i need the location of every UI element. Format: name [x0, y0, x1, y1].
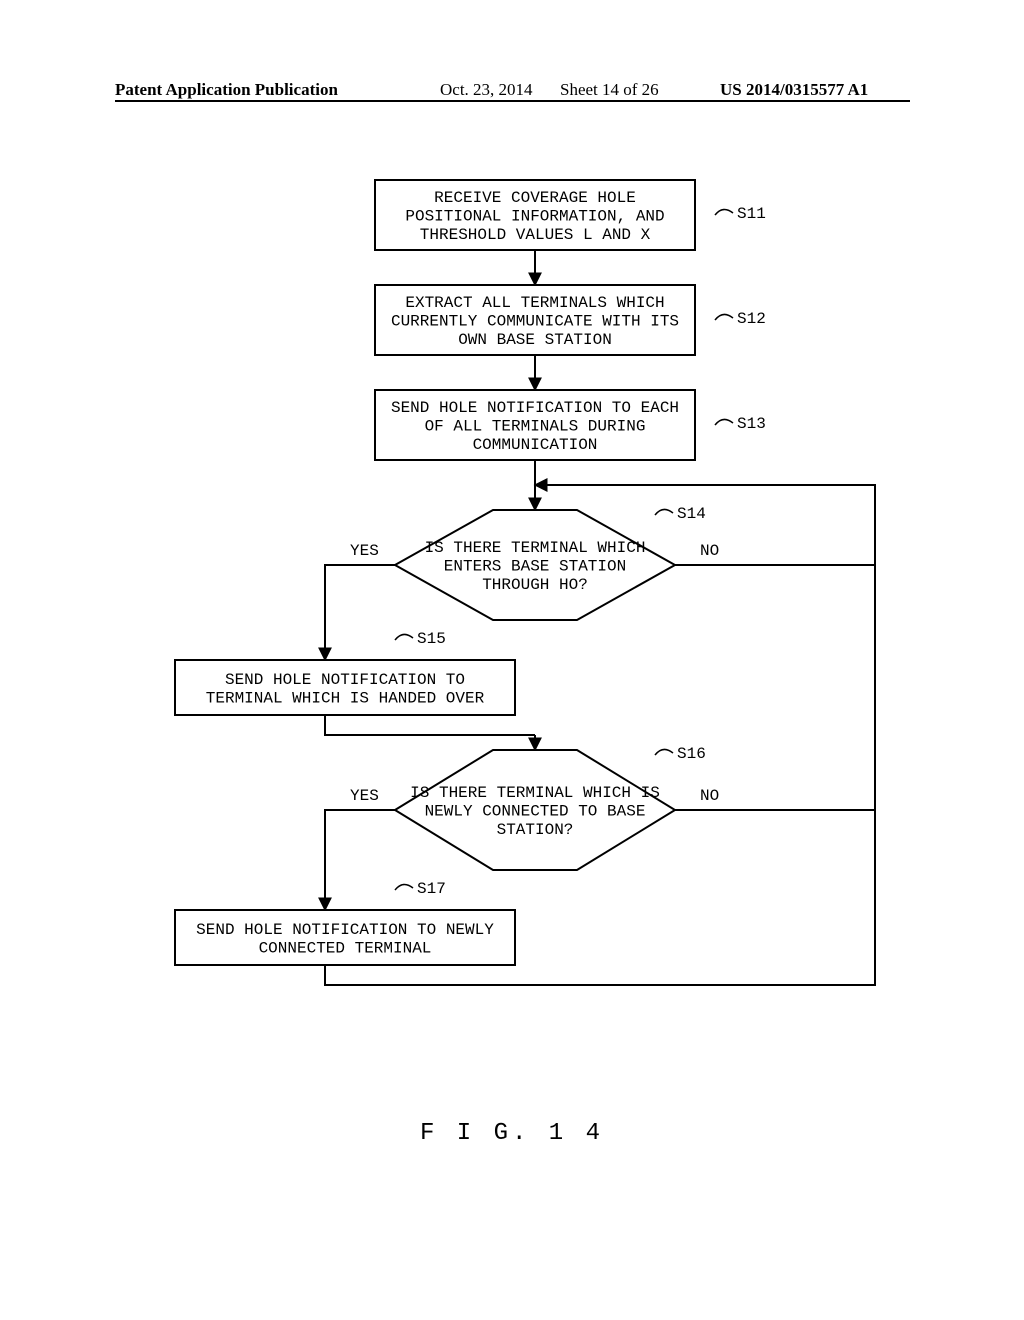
svg-text:NEWLY CONNECTED TO BASE: NEWLY CONNECTED TO BASE — [425, 803, 646, 821]
svg-text:YES: YES — [350, 542, 379, 560]
svg-text:CONNECTED TERMINAL: CONNECTED TERMINAL — [259, 939, 432, 957]
svg-text:NO: NO — [700, 542, 719, 560]
svg-text:POSITIONAL INFORMATION, AND: POSITIONAL INFORMATION, AND — [405, 208, 664, 226]
svg-text:S13: S13 — [737, 415, 766, 433]
svg-text:OF ALL TERMINALS DURING: OF ALL TERMINALS DURING — [425, 418, 646, 436]
svg-text:NO: NO — [700, 787, 719, 805]
header-date: Oct. 23, 2014 — [440, 80, 533, 100]
svg-text:THRESHOLD VALUES L AND X: THRESHOLD VALUES L AND X — [420, 226, 651, 244]
svg-text:SEND HOLE NOTIFICATION TO NEWL: SEND HOLE NOTIFICATION TO NEWLY — [196, 921, 494, 939]
svg-text:S14: S14 — [677, 505, 706, 523]
svg-text:IS THERE TERMINAL WHICH IS: IS THERE TERMINAL WHICH IS — [410, 784, 660, 802]
svg-text:S12: S12 — [737, 310, 766, 328]
svg-text:ENTERS BASE STATION: ENTERS BASE STATION — [444, 558, 626, 576]
svg-text:TERMINAL WHICH IS HANDED OVER: TERMINAL WHICH IS HANDED OVER — [206, 689, 485, 707]
figure-caption: F I G. 1 4 — [0, 1120, 1024, 1147]
svg-text:S11: S11 — [737, 205, 766, 223]
svg-text:COMMUNICATION: COMMUNICATION — [473, 436, 598, 454]
svg-text:SEND HOLE NOTIFICATION TO: SEND HOLE NOTIFICATION TO — [225, 671, 465, 689]
flowchart: YES NO YES NO RECEIVE COVERAGE HOLEPOSITIONA… — [115, 170, 910, 1120]
svg-text:EXTRACT ALL TERMINALS WHICH: EXTRACT ALL TERMINALS WHICH — [405, 294, 664, 312]
header-pubno: US 2014/0315577 A1 — [720, 80, 868, 100]
header-sheet: Sheet 14 of 26 — [560, 80, 659, 100]
svg-text:STATION?: STATION? — [497, 821, 574, 839]
svg-text:RECEIVE COVERAGE HOLE: RECEIVE COVERAGE HOLE — [434, 189, 636, 207]
svg-text:S17: S17 — [417, 880, 446, 898]
svg-text:YES: YES — [350, 787, 379, 805]
svg-text:IS THERE TERMINAL WHICH: IS THERE TERMINAL WHICH — [425, 539, 646, 557]
svg-text:OWN BASE STATION: OWN BASE STATION — [458, 331, 612, 349]
svg-text:CURRENTLY COMMUNICATE WITH ITS: CURRENTLY COMMUNICATE WITH ITS — [391, 313, 679, 331]
header-rule — [115, 100, 910, 102]
header-left: Patent Application Publication — [115, 80, 338, 100]
svg-text:S15: S15 — [417, 630, 446, 648]
svg-text:SEND HOLE NOTIFICATION TO EACH: SEND HOLE NOTIFICATION TO EACH — [391, 399, 679, 417]
svg-text:S16: S16 — [677, 745, 706, 763]
svg-text:THROUGH HO?: THROUGH HO? — [482, 576, 588, 594]
